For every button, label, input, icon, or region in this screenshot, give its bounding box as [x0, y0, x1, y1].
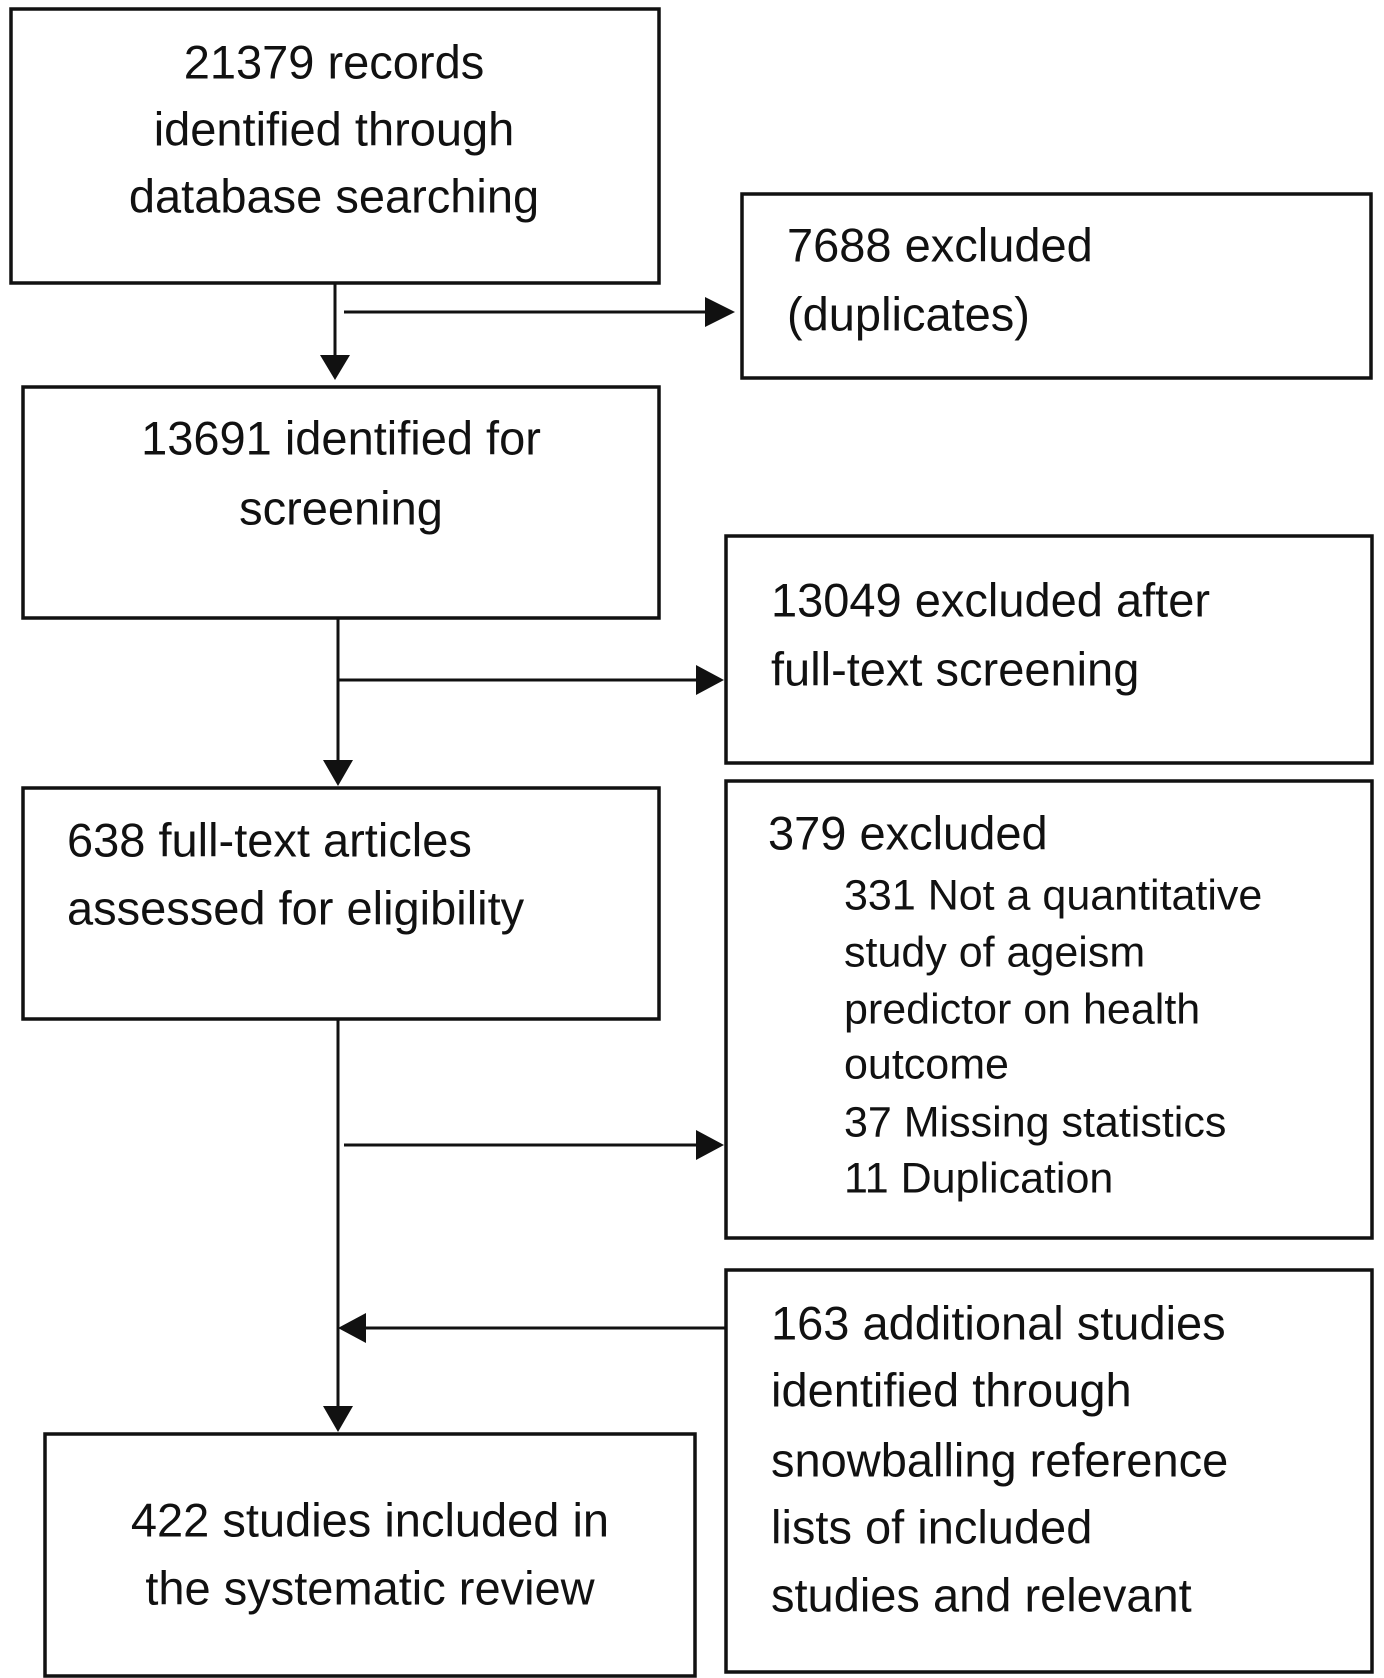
node-item: 37 Missing statistics — [844, 1098, 1226, 1146]
node-text: studies and relevant — [771, 1568, 1192, 1621]
node-text: 7688 excluded — [787, 218, 1093, 271]
node-text: screening — [239, 481, 443, 534]
node-text: 13049 excluded after — [771, 573, 1210, 626]
node-text: full-text screening — [771, 642, 1139, 695]
box — [9, 7, 661, 285]
arrowhead — [696, 665, 724, 695]
box — [21, 786, 661, 1021]
node-item: 331 Not a quantitative — [844, 871, 1262, 919]
arrowhead — [696, 1130, 724, 1160]
node-text: 13691 identified for — [141, 411, 541, 464]
node-item: predictor on health — [844, 985, 1200, 1033]
arrowhead — [323, 1406, 353, 1432]
box — [724, 1268, 1374, 1674]
box — [21, 385, 661, 620]
node-text: 163 additional studies — [771, 1296, 1226, 1349]
node-text: 21379 records — [184, 35, 484, 88]
box — [740, 192, 1373, 380]
node-item: study of ageism — [844, 928, 1145, 976]
arrowhead — [338, 1313, 366, 1343]
node-item: outcome — [844, 1040, 1009, 1088]
node-text: database searching — [129, 169, 539, 222]
node-text: snowballing reference — [771, 1433, 1228, 1486]
node-text: identified through — [771, 1363, 1132, 1416]
box — [724, 534, 1374, 765]
node-heading: 379 excluded — [768, 806, 1048, 859]
node-text: 638 full-text articles — [67, 813, 472, 866]
arrowhead — [705, 297, 735, 327]
node-text: 422 studies included in — [131, 1493, 609, 1546]
box — [43, 1432, 697, 1678]
node-text: identified through — [154, 102, 515, 155]
node-text: assessed for eligibility — [67, 881, 525, 934]
node-text: the systematic review — [145, 1561, 595, 1614]
node-text: (duplicates) — [787, 287, 1030, 340]
box — [724, 779, 1374, 1240]
node-item: 11 Duplication — [844, 1154, 1113, 1202]
arrowhead — [323, 760, 353, 786]
arrowhead — [320, 355, 350, 380]
node-text: lists of included — [771, 1500, 1092, 1553]
